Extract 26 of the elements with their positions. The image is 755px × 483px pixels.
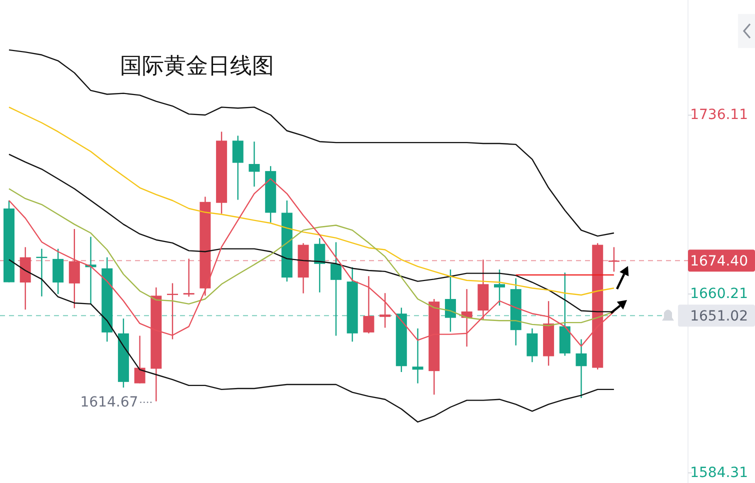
annotation: 1614.67 — [80, 394, 138, 410]
candlestick — [232, 135, 244, 200]
y-tick-label: 1736.11 — [690, 107, 748, 124]
candlestick — [363, 276, 374, 334]
candlestick — [248, 141, 260, 188]
candlestick — [134, 335, 146, 384]
ref-line-label: 1674.40 — [690, 254, 748, 270]
candlestick — [314, 238, 326, 293]
line-series — [8, 259, 615, 423]
candlestick — [330, 242, 342, 336]
line-series — [8, 49, 615, 237]
candlestick — [608, 246, 620, 272]
candlestick — [526, 328, 538, 363]
y-tick-label: 1660.21 — [690, 286, 748, 302]
candlestick — [52, 248, 64, 295]
candlestick — [183, 258, 194, 298]
text: 国际黄金日线图 — [120, 54, 274, 79]
candlestick — [576, 338, 587, 399]
ref-line-label: 1651.02 — [690, 308, 748, 325]
candlestick — [494, 268, 505, 306]
y-tick-label: 1584.31 — [690, 464, 748, 481]
line-series — [8, 106, 615, 296]
candlestick — [68, 228, 80, 309]
candlestick — [380, 292, 391, 328]
candlestick — [444, 268, 456, 332]
candlestick — [412, 328, 424, 384]
